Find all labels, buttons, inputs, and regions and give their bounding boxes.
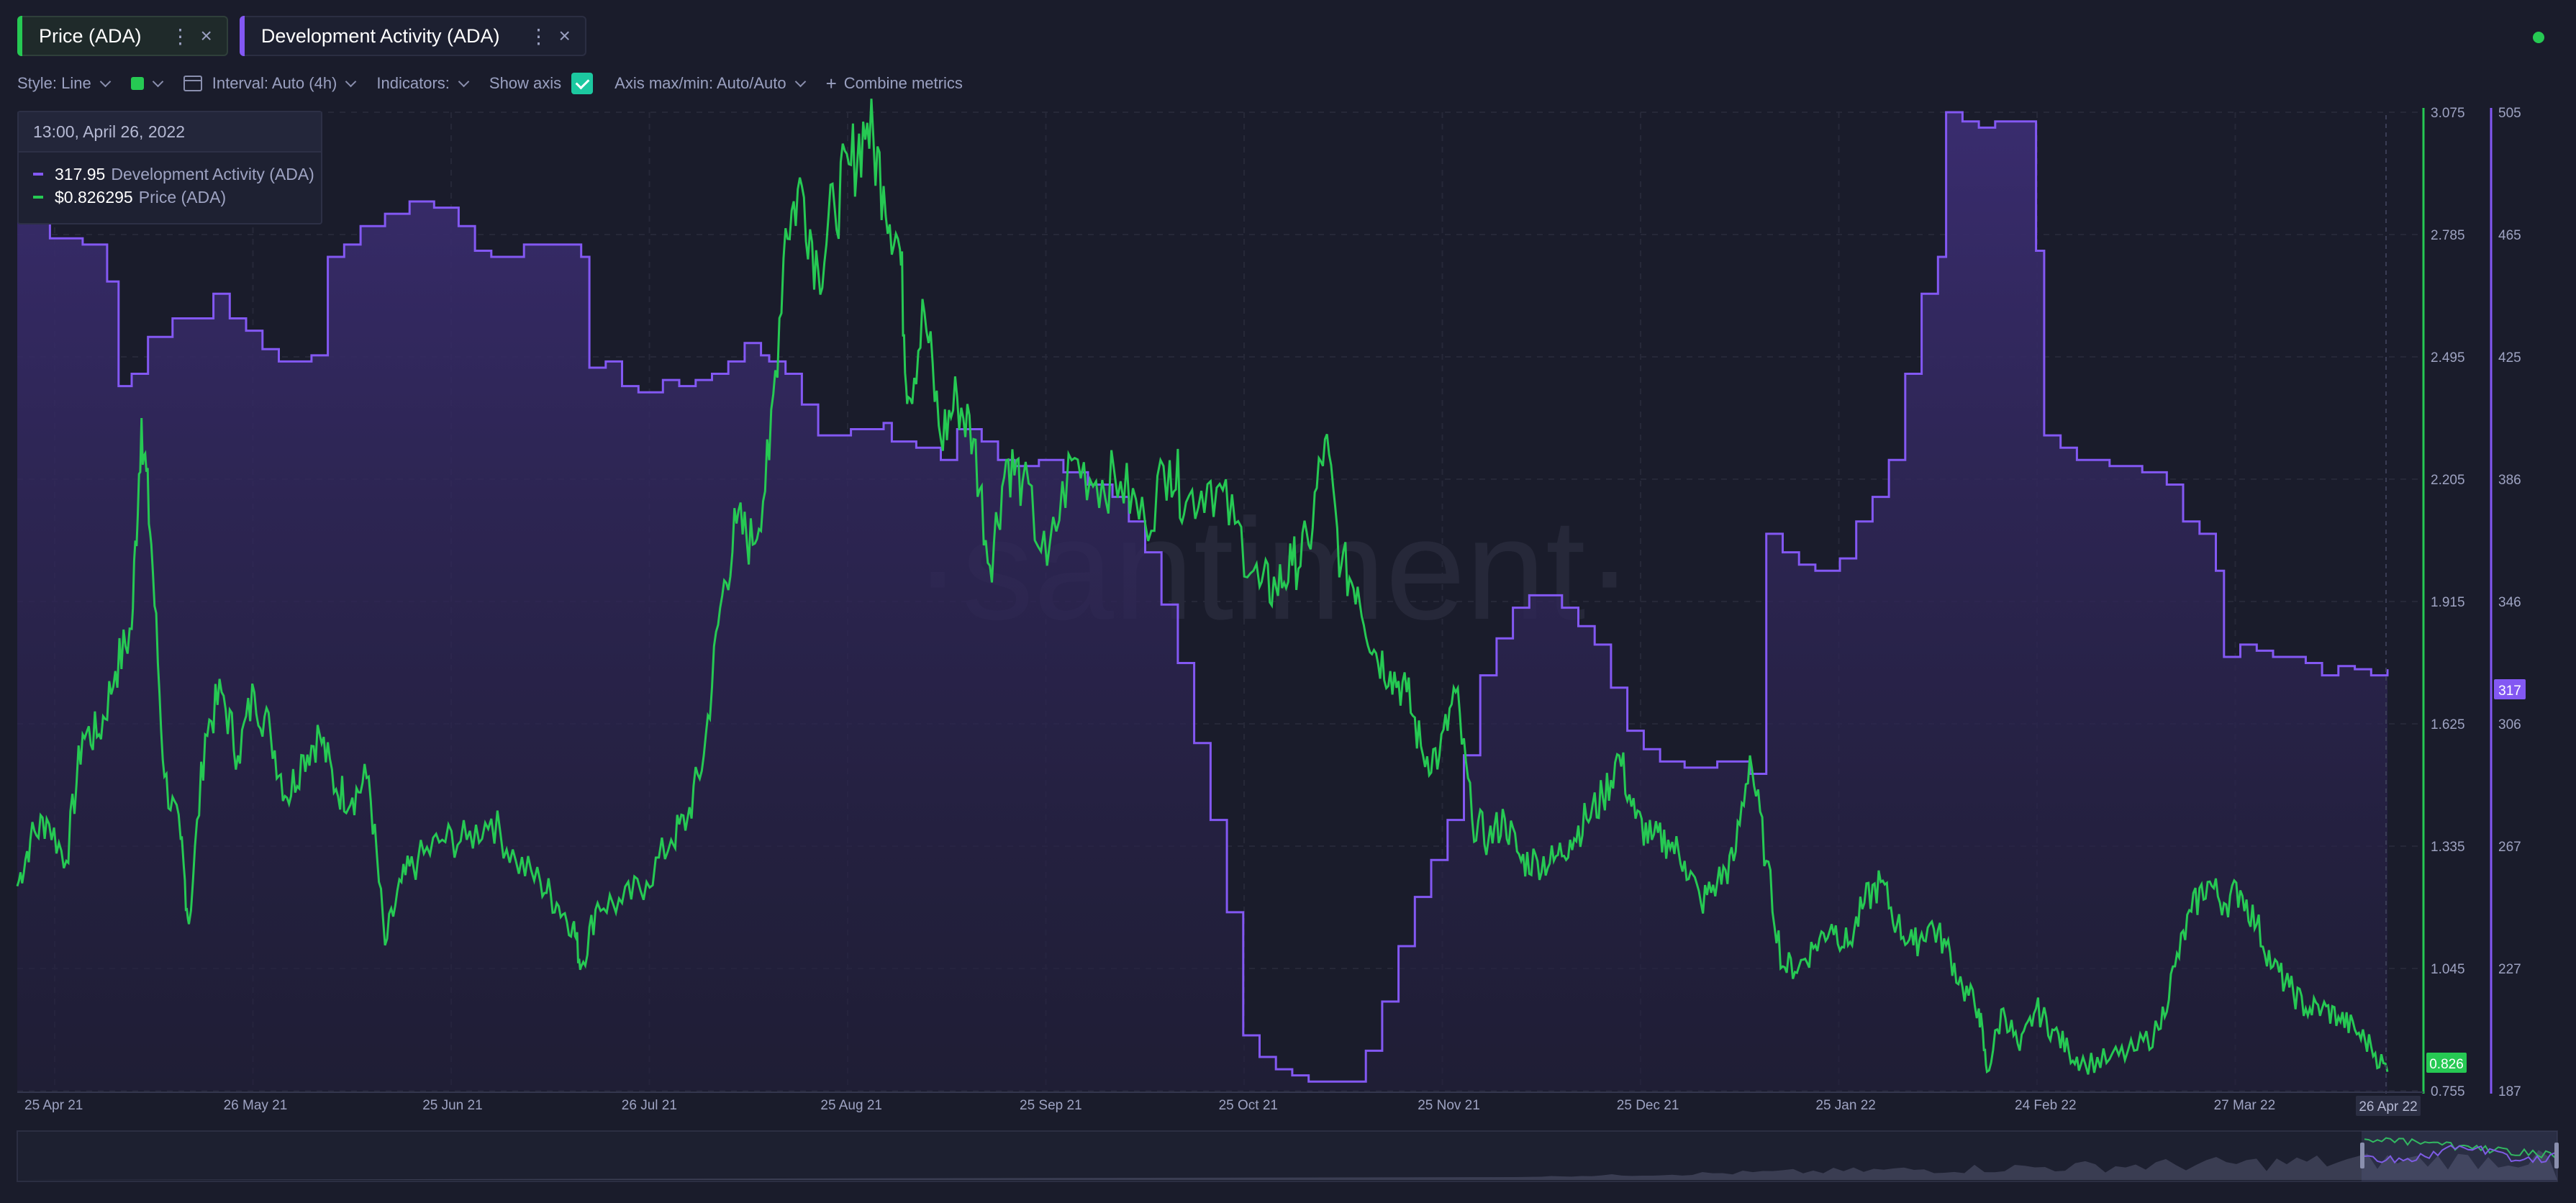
hover-tooltip: 13:00, April 26, 2022 317.95 Development… bbox=[17, 111, 322, 224]
x-axis-ticks: 25 Apr 21 26 May 21 25 Jun 21 26 Jul 21 25 A… bbox=[24, 1098, 2275, 1113]
tooltip-value: $0.826295 bbox=[55, 187, 133, 206]
metric-tabs: Price (ADA) ⋮ × Development Activity (AD… bbox=[17, 16, 586, 58]
x-tick-label: 25 Jan 22 bbox=[1815, 1098, 1875, 1113]
navigator-overview bbox=[17, 1150, 2557, 1180]
price-current-badge: 0.826 bbox=[2426, 1053, 2467, 1073]
tab-development-activity-ada[interactable]: Development Activity (ADA) ⋮ × bbox=[239, 16, 586, 56]
tooltip-series-name: Price (ADA) bbox=[138, 187, 227, 206]
price-tick-label: 2.205 bbox=[2431, 473, 2465, 488]
price-tick-label: 1.045 bbox=[2431, 962, 2465, 977]
price-tick-label: 1.335 bbox=[2431, 840, 2465, 855]
indicators-dropdown[interactable]: Indicators: bbox=[376, 74, 470, 93]
checkbox-checked-icon[interactable] bbox=[571, 73, 594, 94]
x-tick-label: 25 Nov 21 bbox=[1418, 1098, 1480, 1113]
indicators-label: Indicators: bbox=[376, 74, 450, 92]
x-tick-label: 25 Aug 21 bbox=[820, 1098, 882, 1113]
x-tick-label: 26 Jul 21 bbox=[622, 1098, 677, 1113]
x-tick-label: 25 Sep 21 bbox=[1020, 1098, 1082, 1113]
x-tick-label: 25 Oct 21 bbox=[1219, 1098, 1278, 1113]
axis-minmax-label: Axis max/min: Auto/Auto bbox=[614, 74, 786, 92]
x-last-date: 26 Apr 22 bbox=[2359, 1099, 2417, 1115]
dev-tick-label: 267 bbox=[2498, 840, 2521, 855]
tab-price-ada[interactable]: Price (ADA) ⋮ × bbox=[17, 16, 228, 56]
dev-activity-line bbox=[17, 111, 2389, 1083]
dev-current-value: 317 bbox=[2498, 684, 2521, 699]
color-picker[interactable] bbox=[130, 76, 164, 90]
series-swatch bbox=[33, 196, 43, 199]
tab-label: Price (ADA) bbox=[39, 24, 142, 47]
combine-label: Combine metrics bbox=[843, 74, 963, 92]
x-tick-label: 25 Jun 21 bbox=[422, 1098, 482, 1113]
tooltip-row-price: $0.826295 Price (ADA) bbox=[33, 186, 321, 209]
tab-color-stripe bbox=[239, 16, 245, 56]
plus-icon: + bbox=[825, 72, 837, 94]
dev-tick-label: 386 bbox=[2498, 473, 2521, 488]
price-tick-label: 2.785 bbox=[2431, 228, 2465, 243]
dev-tick-label: 346 bbox=[2498, 595, 2521, 610]
dev-tick-label: 425 bbox=[2498, 350, 2521, 366]
x-last-date-badge: 26 Apr 22 bbox=[2356, 1096, 2421, 1116]
price-current-value: 0.826 bbox=[2429, 1057, 2464, 1072]
range-navigator[interactable] bbox=[17, 1130, 2559, 1182]
style-dropdown[interactable]: Style: Line bbox=[17, 74, 112, 93]
price-tick-label: 3.075 bbox=[2431, 106, 2465, 121]
more-vertical-icon[interactable]: ⋮ bbox=[170, 24, 191, 47]
series-swatch bbox=[33, 173, 43, 176]
dev-tick-label: 187 bbox=[2498, 1084, 2521, 1099]
price-axis-ticks: 3.075 2.785 2.495 2.205 1.915 1.625 1.335 1.045… bbox=[2431, 106, 2465, 1099]
close-icon[interactable]: × bbox=[200, 24, 212, 47]
tab-label: Development Activity (ADA) bbox=[260, 24, 500, 47]
show-axis-label: Show axis bbox=[489, 74, 562, 92]
navigator-left-handle[interactable] bbox=[2360, 1143, 2364, 1168]
style-label: Style: Line bbox=[17, 74, 91, 92]
dev-tick-label: 306 bbox=[2498, 717, 2521, 732]
price-tick-label: 0.755 bbox=[2431, 1084, 2465, 1099]
dev-tick-label: 465 bbox=[2498, 228, 2521, 243]
x-tick-label: 26 May 21 bbox=[224, 1098, 288, 1113]
tab-color-stripe bbox=[17, 16, 22, 56]
dev-tick-label: 227 bbox=[2498, 962, 2521, 977]
x-tick-label: 25 Dec 21 bbox=[1617, 1098, 1679, 1113]
dev-tick-label: 505 bbox=[2498, 106, 2521, 121]
interval-dropdown[interactable]: Interval: Auto (4h) bbox=[183, 74, 357, 93]
combine-metrics-button[interactable]: + Combine metrics bbox=[826, 73, 963, 95]
dev-current-badge: 317 bbox=[2494, 679, 2526, 699]
interval-label: Interval: Auto (4h) bbox=[212, 74, 337, 92]
x-tick-label: 27 Mar 22 bbox=[2214, 1098, 2276, 1113]
price-tick-label: 1.915 bbox=[2431, 595, 2465, 610]
x-tick-label: 24 Feb 22 bbox=[2015, 1098, 2077, 1113]
close-icon[interactable]: × bbox=[558, 24, 571, 47]
tooltip-value: 317.95 bbox=[55, 164, 106, 183]
dev-activity-area bbox=[17, 112, 2387, 1091]
navigator-dev-line bbox=[2364, 1144, 2555, 1164]
navigator-selection[interactable] bbox=[2362, 1131, 2557, 1181]
dev-axis-ticks: 505 465 425 386 346 306 267 227 187 bbox=[2498, 106, 2521, 1099]
more-vertical-icon[interactable]: ⋮ bbox=[528, 24, 549, 47]
price-tick-label: 1.625 bbox=[2431, 717, 2465, 732]
chart-toolbar: Style: Line Interval: Auto (4h) Indicato… bbox=[17, 71, 984, 96]
price-tick-label: 2.495 bbox=[2431, 350, 2465, 366]
navigator-right-handle[interactable] bbox=[2554, 1143, 2559, 1168]
color-swatch bbox=[130, 77, 144, 90]
calendar-icon bbox=[183, 76, 202, 91]
tooltip-series-name: Development Activity (ADA) bbox=[111, 164, 314, 183]
tooltip-row-dev-activity: 317.95 Development Activity (ADA) bbox=[33, 163, 321, 186]
price-line bbox=[16, 99, 2389, 1075]
axis-minmax-dropdown[interactable]: Axis max/min: Auto/Auto bbox=[614, 74, 806, 93]
show-axis-toggle[interactable]: Show axis bbox=[489, 73, 594, 94]
x-tick-label: 25 Apr 21 bbox=[24, 1098, 83, 1113]
tooltip-date: 13:00, April 26, 2022 bbox=[19, 112, 321, 153]
live-status-indicator bbox=[2533, 32, 2544, 43]
